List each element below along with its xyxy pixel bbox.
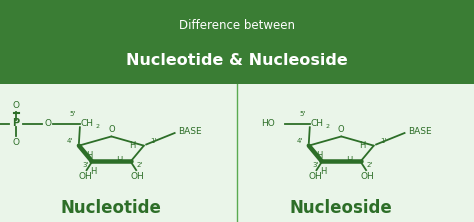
Text: OH: OH [360,172,374,181]
Text: H: H [91,167,97,176]
Text: 5': 5' [70,111,76,117]
Text: 3': 3' [312,162,319,168]
Text: OH: OH [309,172,322,181]
Text: CH: CH [81,119,94,128]
Text: 4': 4' [66,138,73,144]
Text: OH: OH [130,172,144,181]
Text: 3': 3' [82,162,89,168]
Text: O: O [12,101,19,110]
Text: Nucleotide & Nucleoside: Nucleotide & Nucleoside [126,53,348,68]
Text: 5': 5' [300,111,306,117]
Text: O: O [12,138,19,147]
Text: H: H [316,151,322,160]
Text: 2': 2' [366,162,373,168]
Text: O: O [338,125,345,134]
Text: Nucleoside: Nucleoside [290,199,392,217]
Text: BASE: BASE [178,127,201,136]
Text: H: H [117,156,123,165]
Text: 1': 1' [380,138,386,144]
Text: P: P [12,118,19,128]
Text: Difference between: Difference between [179,19,295,32]
Text: Nucleotide: Nucleotide [61,199,162,217]
Text: H: H [320,167,327,176]
Text: 2: 2 [96,124,100,129]
Text: 4': 4' [296,138,303,144]
Text: 2': 2' [136,162,143,168]
Text: 1': 1' [150,138,156,144]
Text: H: H [359,141,365,150]
Text: H: H [346,156,353,165]
Text: 2: 2 [326,124,329,129]
Text: HO: HO [261,119,275,128]
Text: CH: CH [311,119,324,128]
Text: BASE: BASE [408,127,431,136]
Text: O: O [108,125,115,134]
Text: H: H [86,151,92,160]
Text: O: O [44,119,51,128]
Text: OH: OH [79,172,92,181]
Text: H: H [129,141,135,150]
